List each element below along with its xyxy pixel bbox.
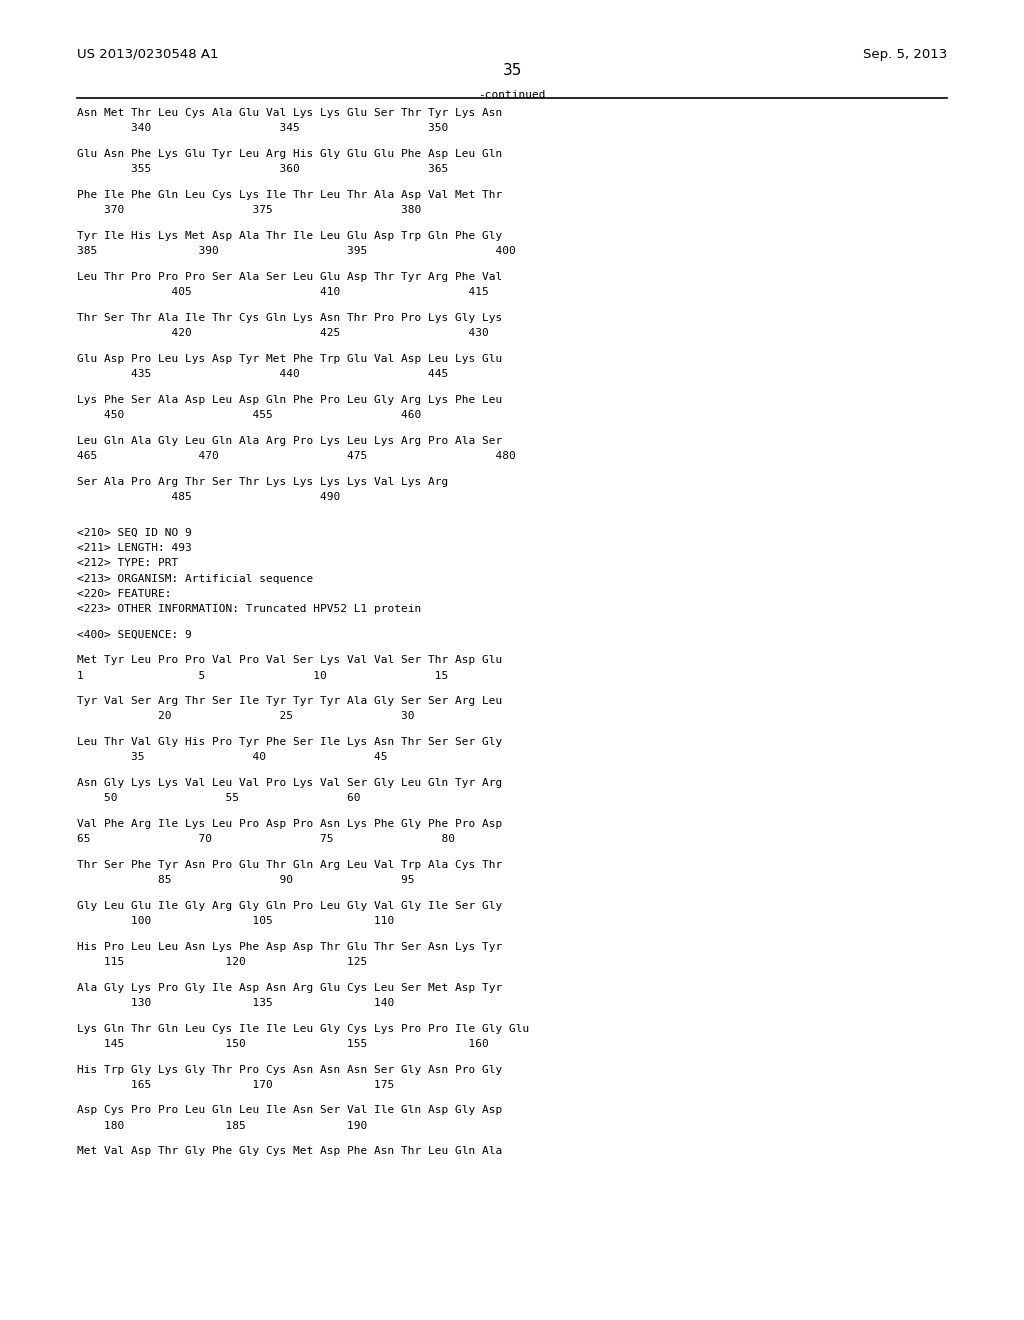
Text: Lys Gln Thr Gln Leu Cys Ile Ile Leu Gly Cys Lys Pro Pro Ile Gly Glu: Lys Gln Thr Gln Leu Cys Ile Ile Leu Gly … bbox=[77, 1023, 529, 1034]
Text: <213> ORGANISM: Artificial sequence: <213> ORGANISM: Artificial sequence bbox=[77, 573, 313, 583]
Text: Ser Ala Pro Arg Thr Ser Thr Lys Lys Lys Lys Val Lys Arg: Ser Ala Pro Arg Thr Ser Thr Lys Lys Lys … bbox=[77, 477, 449, 487]
Text: -continued: -continued bbox=[478, 90, 546, 100]
Text: Met Tyr Leu Pro Pro Val Pro Val Ser Lys Val Val Ser Thr Asp Glu: Met Tyr Leu Pro Pro Val Pro Val Ser Lys … bbox=[77, 655, 502, 665]
Text: 485                   490: 485 490 bbox=[77, 491, 340, 502]
Text: 435                   440                   445: 435 440 445 bbox=[77, 368, 449, 379]
Text: 1                 5                10                15: 1 5 10 15 bbox=[77, 671, 449, 681]
Text: 35: 35 bbox=[503, 63, 521, 78]
Text: Asn Gly Lys Lys Val Leu Val Pro Lys Val Ser Gly Leu Gln Tyr Arg: Asn Gly Lys Lys Val Leu Val Pro Lys Val … bbox=[77, 777, 502, 788]
Text: Lys Phe Ser Ala Asp Leu Asp Gln Phe Pro Leu Gly Arg Lys Phe Leu: Lys Phe Ser Ala Asp Leu Asp Gln Phe Pro … bbox=[77, 395, 502, 405]
Text: Val Phe Arg Ile Lys Leu Pro Asp Pro Asn Lys Phe Gly Phe Pro Asp: Val Phe Arg Ile Lys Leu Pro Asp Pro Asn … bbox=[77, 818, 502, 829]
Text: 355                   360                   365: 355 360 365 bbox=[77, 164, 449, 174]
Text: 115               120               125: 115 120 125 bbox=[77, 957, 367, 968]
Text: Glu Asp Pro Leu Lys Asp Tyr Met Phe Trp Glu Val Asp Leu Lys Glu: Glu Asp Pro Leu Lys Asp Tyr Met Phe Trp … bbox=[77, 354, 502, 364]
Text: <212> TYPE: PRT: <212> TYPE: PRT bbox=[77, 558, 178, 569]
Text: 85                90                95: 85 90 95 bbox=[77, 875, 415, 886]
Text: 35                40                45: 35 40 45 bbox=[77, 752, 387, 763]
Text: Sep. 5, 2013: Sep. 5, 2013 bbox=[863, 48, 947, 61]
Text: <220> FEATURE:: <220> FEATURE: bbox=[77, 589, 171, 599]
Text: 385               390                   395                   400: 385 390 395 400 bbox=[77, 246, 515, 256]
Text: 65                70                75                80: 65 70 75 80 bbox=[77, 834, 455, 845]
Text: Asp Cys Pro Pro Leu Gln Leu Ile Asn Ser Val Ile Gln Asp Gly Asp: Asp Cys Pro Pro Leu Gln Leu Ile Asn Ser … bbox=[77, 1105, 502, 1115]
Text: Glu Asn Phe Lys Glu Tyr Leu Arg His Gly Glu Glu Phe Asp Leu Gln: Glu Asn Phe Lys Glu Tyr Leu Arg His Gly … bbox=[77, 149, 502, 160]
Text: 340                   345                   350: 340 345 350 bbox=[77, 123, 449, 133]
Text: <211> LENGTH: 493: <211> LENGTH: 493 bbox=[77, 543, 191, 553]
Text: 465               470                   475                   480: 465 470 475 480 bbox=[77, 450, 515, 461]
Text: 145               150               155               160: 145 150 155 160 bbox=[77, 1039, 488, 1049]
Text: Met Val Asp Thr Gly Phe Gly Cys Met Asp Phe Asn Thr Leu Gln Ala: Met Val Asp Thr Gly Phe Gly Cys Met Asp … bbox=[77, 1146, 502, 1156]
Text: 130               135               140: 130 135 140 bbox=[77, 998, 394, 1008]
Text: 405                   410                   415: 405 410 415 bbox=[77, 286, 488, 297]
Text: Tyr Val Ser Arg Thr Ser Ile Tyr Tyr Tyr Ala Gly Ser Ser Arg Leu: Tyr Val Ser Arg Thr Ser Ile Tyr Tyr Tyr … bbox=[77, 696, 502, 706]
Text: Thr Ser Phe Tyr Asn Pro Glu Thr Gln Arg Leu Val Trp Ala Cys Thr: Thr Ser Phe Tyr Asn Pro Glu Thr Gln Arg … bbox=[77, 859, 502, 870]
Text: Tyr Ile His Lys Met Asp Ala Thr Ile Leu Glu Asp Trp Gln Phe Gly: Tyr Ile His Lys Met Asp Ala Thr Ile Leu … bbox=[77, 231, 502, 242]
Text: 50                55                60: 50 55 60 bbox=[77, 793, 360, 804]
Text: 370                   375                   380: 370 375 380 bbox=[77, 205, 421, 215]
Text: <210> SEQ ID NO 9: <210> SEQ ID NO 9 bbox=[77, 528, 191, 539]
Text: Ala Gly Lys Pro Gly Ile Asp Asn Arg Glu Cys Leu Ser Met Asp Tyr: Ala Gly Lys Pro Gly Ile Asp Asn Arg Glu … bbox=[77, 982, 502, 993]
Text: Thr Ser Thr Ala Ile Thr Cys Gln Lys Asn Thr Pro Pro Lys Gly Lys: Thr Ser Thr Ala Ile Thr Cys Gln Lys Asn … bbox=[77, 313, 502, 323]
Text: <400> SEQUENCE: 9: <400> SEQUENCE: 9 bbox=[77, 630, 191, 640]
Text: Leu Thr Pro Pro Pro Ser Ala Ser Leu Glu Asp Thr Tyr Arg Phe Val: Leu Thr Pro Pro Pro Ser Ala Ser Leu Glu … bbox=[77, 272, 502, 282]
Text: 20                25                30: 20 25 30 bbox=[77, 711, 415, 722]
Text: <223> OTHER INFORMATION: Truncated HPV52 L1 protein: <223> OTHER INFORMATION: Truncated HPV52… bbox=[77, 603, 421, 614]
Text: 450                   455                   460: 450 455 460 bbox=[77, 409, 421, 420]
Text: Leu Thr Val Gly His Pro Tyr Phe Ser Ile Lys Asn Thr Ser Ser Gly: Leu Thr Val Gly His Pro Tyr Phe Ser Ile … bbox=[77, 737, 502, 747]
Text: US 2013/0230548 A1: US 2013/0230548 A1 bbox=[77, 48, 218, 61]
Text: Asn Met Thr Leu Cys Ala Glu Val Lys Lys Glu Ser Thr Tyr Lys Asn: Asn Met Thr Leu Cys Ala Glu Val Lys Lys … bbox=[77, 108, 502, 119]
Text: 165               170               175: 165 170 175 bbox=[77, 1080, 394, 1090]
Text: 420                   425                   430: 420 425 430 bbox=[77, 327, 488, 338]
Text: Phe Ile Phe Gln Leu Cys Lys Ile Thr Leu Thr Ala Asp Val Met Thr: Phe Ile Phe Gln Leu Cys Lys Ile Thr Leu … bbox=[77, 190, 502, 201]
Text: 180               185               190: 180 185 190 bbox=[77, 1121, 367, 1131]
Text: 100               105               110: 100 105 110 bbox=[77, 916, 394, 927]
Text: Gly Leu Glu Ile Gly Arg Gly Gln Pro Leu Gly Val Gly Ile Ser Gly: Gly Leu Glu Ile Gly Arg Gly Gln Pro Leu … bbox=[77, 900, 502, 911]
Text: His Pro Leu Leu Asn Lys Phe Asp Asp Thr Glu Thr Ser Asn Lys Tyr: His Pro Leu Leu Asn Lys Phe Asp Asp Thr … bbox=[77, 941, 502, 952]
Text: Leu Gln Ala Gly Leu Gln Ala Arg Pro Lys Leu Lys Arg Pro Ala Ser: Leu Gln Ala Gly Leu Gln Ala Arg Pro Lys … bbox=[77, 436, 502, 446]
Text: His Trp Gly Lys Gly Thr Pro Cys Asn Asn Asn Ser Gly Asn Pro Gly: His Trp Gly Lys Gly Thr Pro Cys Asn Asn … bbox=[77, 1064, 502, 1074]
